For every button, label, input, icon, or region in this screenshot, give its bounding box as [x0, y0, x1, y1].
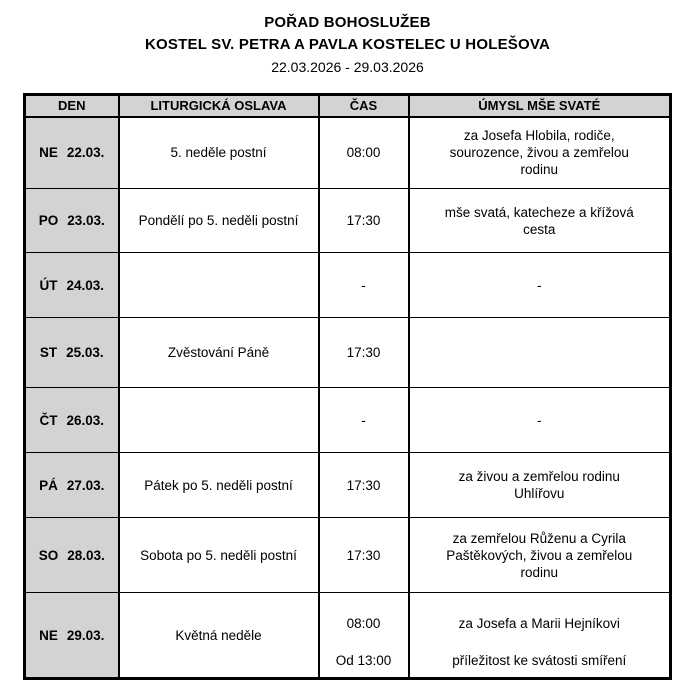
celebration-cell [117, 252, 320, 318]
table-row: ST 25.03. Zvěstování Páně 17:30 [23, 317, 672, 388]
table-row: ČT 26.03. - - [23, 387, 672, 453]
time-cell: 17:30 [317, 452, 410, 518]
column-header-umysl: ÚMYSL MŠE SVATÉ [407, 94, 672, 118]
page-title: POŘAD BOHOSLUŽEB [264, 14, 431, 31]
intention-cell: - [407, 252, 672, 318]
day-date: 25.03. [66, 345, 104, 360]
table-row: SO 28.03. Sobota po 5. neděli postní 17:… [23, 517, 672, 593]
celebration-cell: Pondělí po 5. neděli postní [117, 188, 320, 253]
day-cell: PÁ 27.03. [23, 452, 120, 518]
intention-cell: - [407, 387, 672, 453]
intention-cell: za živou a zemřelou rodinu Uhlířovu [407, 452, 672, 518]
celebration-cell [117, 387, 320, 453]
intention-cell [407, 317, 672, 388]
intention-text: za Josefa Hlobila, rodiče, sourozence, ž… [449, 128, 629, 178]
day-cell: ÚT 24.03. [23, 252, 120, 318]
celebration-cell: Zvěstování Páně [117, 317, 320, 388]
intention-entry-1: za Josefa a Marii Hejníkovi [458, 616, 620, 631]
celebration-cell: 5. neděle postní [117, 116, 320, 189]
celebration-cell: Sobota po 5. neděli postní [117, 517, 320, 593]
day-date: 23.03. [67, 213, 105, 228]
celebration-cell: Pátek po 5. neděli postní [117, 452, 320, 518]
table-row: PO 23.03. Pondělí po 5. neděli postní 17… [23, 188, 672, 253]
date-range: 22.03.2026 - 29.03.2026 [271, 59, 424, 75]
day-date: 26.03. [66, 412, 105, 428]
day-abbr: ÚT [39, 277, 58, 293]
column-header-den: DEN [23, 94, 120, 118]
day-abbr: ST [39, 345, 58, 360]
day-abbr: ČT [39, 412, 58, 428]
time-cell: 17:30 [317, 188, 410, 253]
intention-text: mše svatá, katecheze a křížová cesta [444, 204, 634, 237]
intention-text: - [537, 277, 542, 293]
intention-cell: za zemřelou Růženu a Cyrila Paštěkových,… [407, 517, 672, 593]
day-date: 29.03. [66, 627, 105, 643]
day-date: 27.03. [66, 477, 105, 493]
time-cell: 08:00 [317, 116, 410, 189]
day-date: 22.03. [66, 145, 105, 161]
day-cell: NE 29.03. [23, 592, 120, 679]
table-row: PÁ 27.03. Pátek po 5. neděli postní 17:3… [23, 452, 672, 518]
column-header-cas: ČAS [317, 94, 410, 118]
intention-cell: mše svatá, katecheze a křížová cesta [407, 188, 672, 253]
day-cell: ČT 26.03. [23, 387, 120, 453]
day-cell: ST 25.03. [23, 317, 120, 388]
celebration-cell: Květná neděle [117, 592, 320, 679]
time-cell: 17:30 [317, 317, 410, 388]
intention-entry-2: příležitost ke svátosti smíření [452, 653, 627, 668]
intention-cell: za Josefa Hlobila, rodiče, sourozence, ž… [407, 116, 672, 189]
day-abbr: SO [38, 547, 59, 563]
intention-text: - [537, 412, 542, 428]
intention-text: za zemřelou Růženu a Cyrila Paštěkových,… [446, 530, 633, 580]
day-cell: NE 22.03. [23, 116, 120, 189]
table-header-row: DEN LITURGICKÁ OSLAVA ČAS ÚMYSL MŠE SVAT… [23, 94, 672, 118]
schedule-table: DEN LITURGICKÁ OSLAVA ČAS ÚMYSL MŠE SVAT… [23, 93, 672, 680]
table-row: NE 29.03. Květná neděle 08:00 Od 13:00 z… [23, 592, 672, 679]
time-cell: 08:00 Od 13:00 [317, 592, 410, 679]
day-abbr: PÁ [39, 477, 58, 493]
day-cell: PO 23.03. [23, 188, 120, 253]
day-abbr: NE [39, 627, 58, 643]
day-date: 24.03. [66, 277, 105, 293]
day-cell: SO 28.03. [23, 517, 120, 593]
day-abbr: NE [39, 145, 58, 161]
table-row: NE 22.03. 5. neděle postní 08:00 za Jose… [23, 116, 672, 189]
time-cell: - [317, 252, 410, 318]
intention-text: za živou a zemřelou rodinu Uhlířovu [458, 469, 620, 501]
day-date: 28.03. [67, 547, 105, 563]
table-row: ÚT 24.03. - - [23, 252, 672, 318]
column-header-oslava: LITURGICKÁ OSLAVA [117, 94, 320, 118]
time-cell: - [317, 387, 410, 453]
page-subtitle: KOSTEL SV. PETRA A PAVLA KOSTELEC U HOLE… [145, 36, 550, 53]
time-cell: 17:30 [317, 517, 410, 593]
time-entry-2: Od 13:00 [335, 653, 392, 668]
intention-cell: za Josefa a Marii Hejníkovi příležitost … [407, 592, 672, 679]
day-abbr: PO [38, 213, 59, 228]
document-header: POŘAD BOHOSLUŽEB KOSTEL SV. PETRA A PAVL… [0, 0, 695, 78]
time-entry-1: 08:00 [346, 616, 381, 631]
